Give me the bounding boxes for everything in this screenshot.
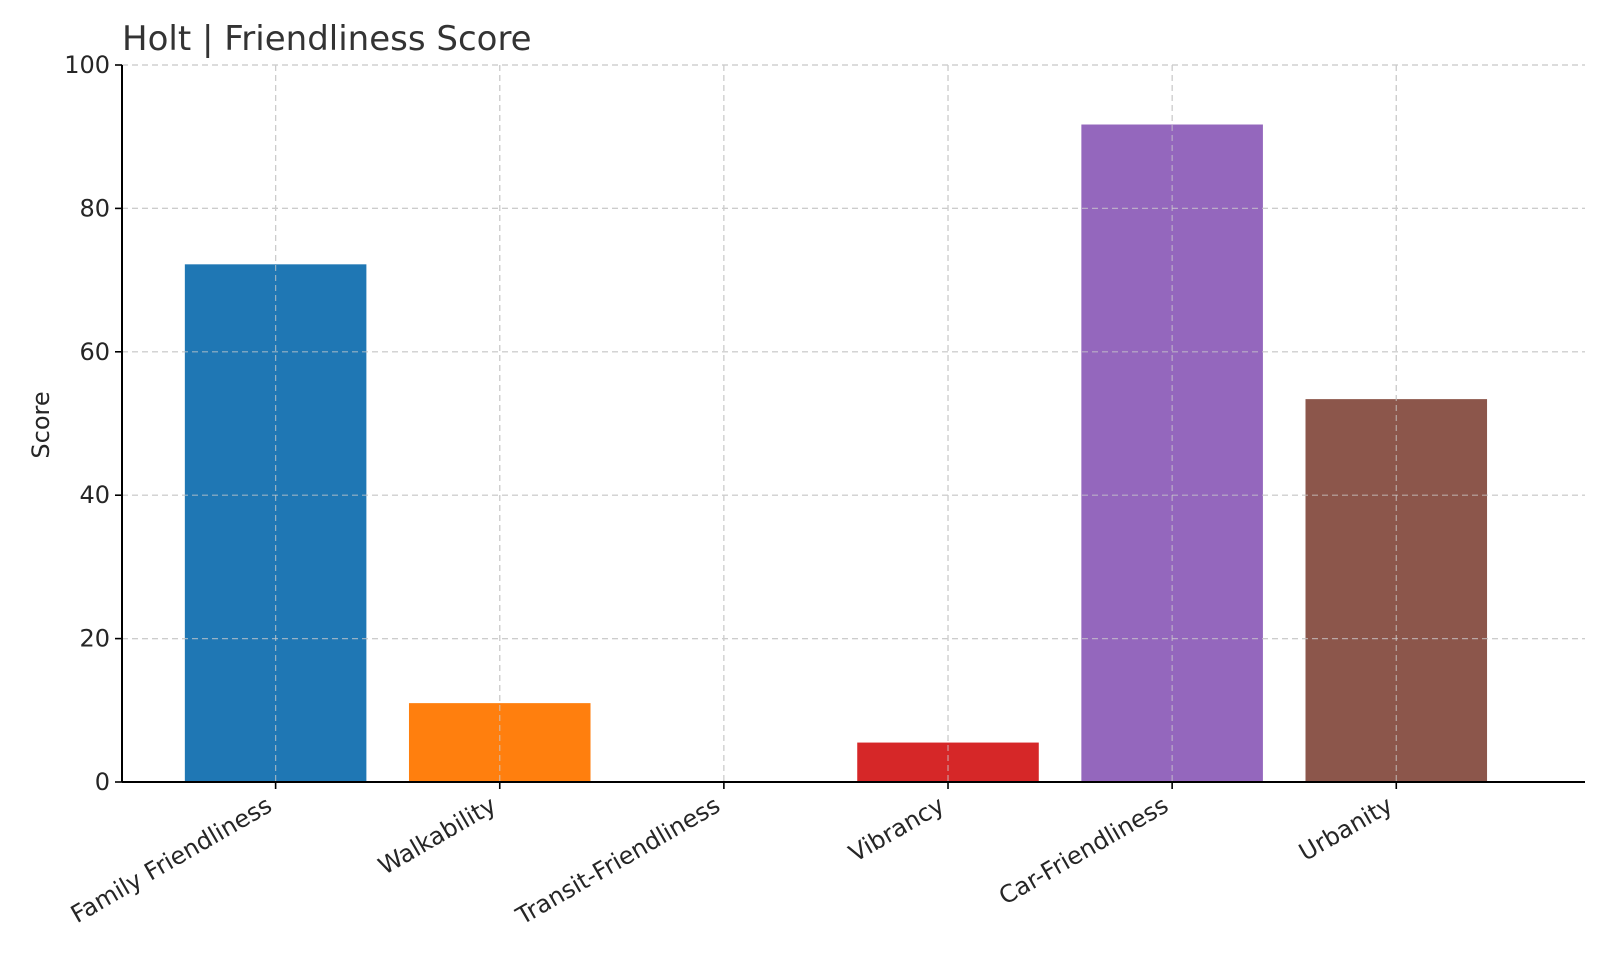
- bar: [184, 264, 367, 782]
- y-tick-label: 80: [79, 194, 110, 222]
- x-tick-label: Vibrancy: [844, 791, 949, 868]
- bar: [1081, 124, 1263, 783]
- y-tick-label: 60: [79, 338, 110, 366]
- bars: [122, 64, 1585, 783]
- x-tick-label: Walkability: [374, 791, 501, 881]
- y-tick-label: 20: [79, 625, 110, 653]
- x-ticks: Family Friendliness Walkability Transit-Fr…: [66, 782, 1397, 931]
- y-tick-label: 40: [79, 481, 110, 509]
- x-tick-label: Urbanity: [1294, 791, 1397, 867]
- y-axis-label: Score: [27, 391, 55, 458]
- chart-title: Holt | Friendliness Score: [122, 19, 532, 59]
- x-tick-label: Car-Friendliness: [994, 791, 1173, 911]
- x-tick-label: Family Friendliness: [66, 791, 277, 929]
- x-tick-label: Transit-Friendliness: [511, 791, 725, 931]
- y-ticks: 0 20 40 60 80 100: [64, 51, 122, 796]
- axes: [121, 65, 1585, 783]
- y-tick-label: 0: [95, 768, 110, 796]
- y-tick-label: 100: [64, 51, 110, 79]
